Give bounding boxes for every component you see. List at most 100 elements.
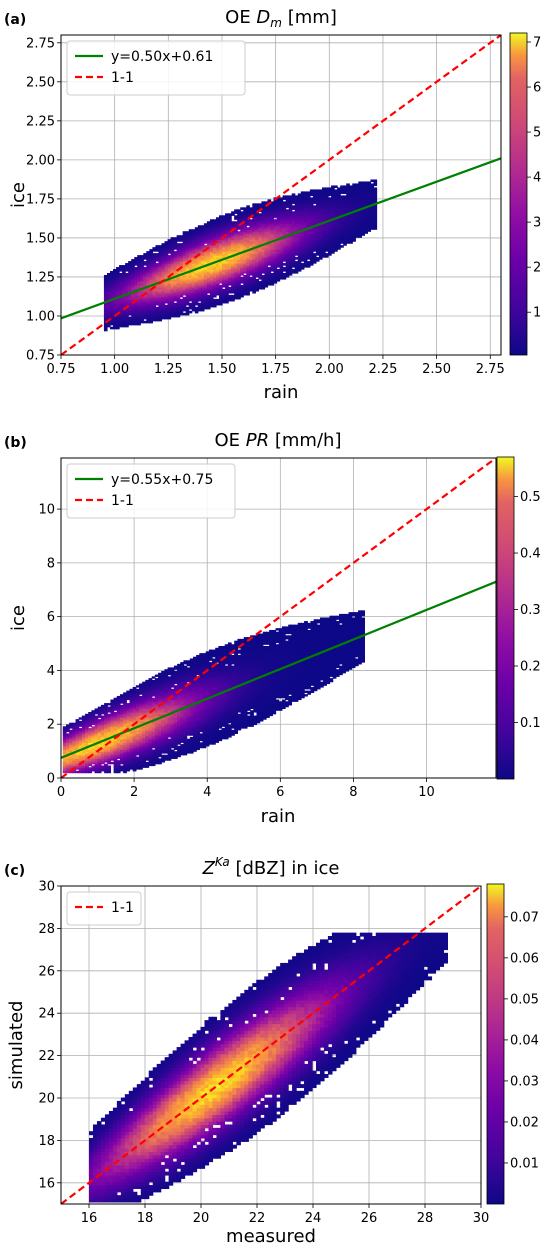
heatmap-cell <box>69 751 73 754</box>
heatmap-cell <box>194 229 199 232</box>
heatmap-cell <box>185 284 190 288</box>
heatmap-cell <box>140 257 144 260</box>
heatmap-cell <box>167 683 172 686</box>
heatmap-cell <box>349 205 353 208</box>
heatmap-cell <box>149 276 153 280</box>
heatmap-cell <box>151 717 156 720</box>
heatmap-cell <box>104 751 108 754</box>
heatmap-cell <box>129 713 134 717</box>
heatmap-cell <box>151 704 156 708</box>
heatmap-cell <box>285 205 290 208</box>
heatmap-cell <box>191 278 196 282</box>
heatmap-cell <box>282 195 287 198</box>
heatmap-cell <box>143 278 147 282</box>
heatmap-cell <box>94 708 99 711</box>
heatmap-cell <box>291 215 296 218</box>
heatmap-cell <box>72 733 77 736</box>
heatmap-cell <box>234 225 238 228</box>
heatmap-cell <box>113 744 118 747</box>
heatmap-cell <box>177 736 181 740</box>
heatmap-cell <box>128 304 132 308</box>
heatmap-cell <box>303 201 308 204</box>
heatmap-cell <box>300 267 305 270</box>
heatmap-cell <box>167 722 172 726</box>
heatmap-cell <box>145 688 150 692</box>
heatmap-cell <box>188 276 193 280</box>
heatmap-cell <box>149 253 153 256</box>
heatmap-cell <box>322 199 326 202</box>
heatmap-cell <box>132 735 137 738</box>
heatmap-cell <box>183 708 188 711</box>
heatmap-cell <box>270 243 275 246</box>
heatmap-cell <box>170 251 175 254</box>
heatmap-cell <box>200 306 205 310</box>
heatmap-cell <box>173 697 178 701</box>
heatmap-cell <box>116 706 121 710</box>
heatmap-cell <box>346 241 350 244</box>
heatmap-cell <box>177 751 181 754</box>
heatmap-cell <box>312 209 317 212</box>
heatmap-cell <box>142 695 146 699</box>
heatmap-cell <box>180 744 185 747</box>
heatmap-cell <box>126 726 131 729</box>
heatmap-cell <box>143 290 147 294</box>
heatmap-cell <box>134 286 138 290</box>
heatmap-cell <box>158 300 163 304</box>
heatmap-cell <box>267 219 272 222</box>
heatmap-cell <box>352 201 356 204</box>
heatmap-cell <box>139 733 143 736</box>
heatmap-cell <box>173 259 178 262</box>
heatmap-cell <box>325 223 329 226</box>
heatmap-cell <box>154 697 159 701</box>
heatmap-cell <box>145 735 150 738</box>
heatmap-cell <box>131 284 135 288</box>
heatmap-cell <box>237 209 241 212</box>
heatmap-cell <box>122 267 126 270</box>
heatmap-cell <box>131 269 135 272</box>
heatmap-cell <box>285 211 290 214</box>
heatmap-cell <box>132 758 137 761</box>
heatmap-cell <box>145 699 150 702</box>
heatmap-cell <box>161 724 166 727</box>
heatmap-cell <box>334 233 338 236</box>
heatmap-cell <box>161 713 166 717</box>
heatmap-cell <box>173 269 178 272</box>
heatmap-cell <box>110 724 115 727</box>
heatmap-cell <box>119 740 124 743</box>
heatmap-cell <box>176 314 181 318</box>
heatmap-cell <box>164 314 169 318</box>
heatmap-cell <box>69 745 73 749</box>
heatmap-cell <box>370 201 375 204</box>
heatmap-cell <box>91 715 96 718</box>
heatmap-cell <box>123 745 127 749</box>
heatmap-cell <box>219 253 223 256</box>
heatmap-cell <box>131 320 135 324</box>
heatmap-cell <box>164 745 169 749</box>
heatmap-cell <box>119 312 123 316</box>
heatmap-cell <box>146 263 150 266</box>
heatmap-cell <box>183 674 188 677</box>
heatmap-cell <box>154 744 159 747</box>
heatmap-cell <box>228 253 232 256</box>
heatmap-cell <box>176 253 181 256</box>
heatmap-cell <box>143 263 147 266</box>
heatmap-cell <box>129 749 134 752</box>
heatmap-cell <box>135 747 140 751</box>
heatmap-cell <box>261 269 266 272</box>
heatmap-cell <box>154 724 159 727</box>
heatmap-cell <box>291 245 296 248</box>
heatmap-cell <box>113 747 118 751</box>
heatmap-cell <box>155 298 160 302</box>
heatmap-cell <box>294 241 299 244</box>
heatmap-cell <box>119 744 124 747</box>
heatmap-cell <box>294 233 299 236</box>
heatmap-cell <box>104 758 108 761</box>
heatmap-cell <box>219 221 223 224</box>
heatmap-cell <box>185 239 190 242</box>
heatmap-cell <box>219 271 223 274</box>
heatmap-cell <box>276 265 281 268</box>
heatmap-cell <box>155 275 160 278</box>
heatmap-cell <box>185 249 190 252</box>
heatmap-cell <box>72 756 77 759</box>
